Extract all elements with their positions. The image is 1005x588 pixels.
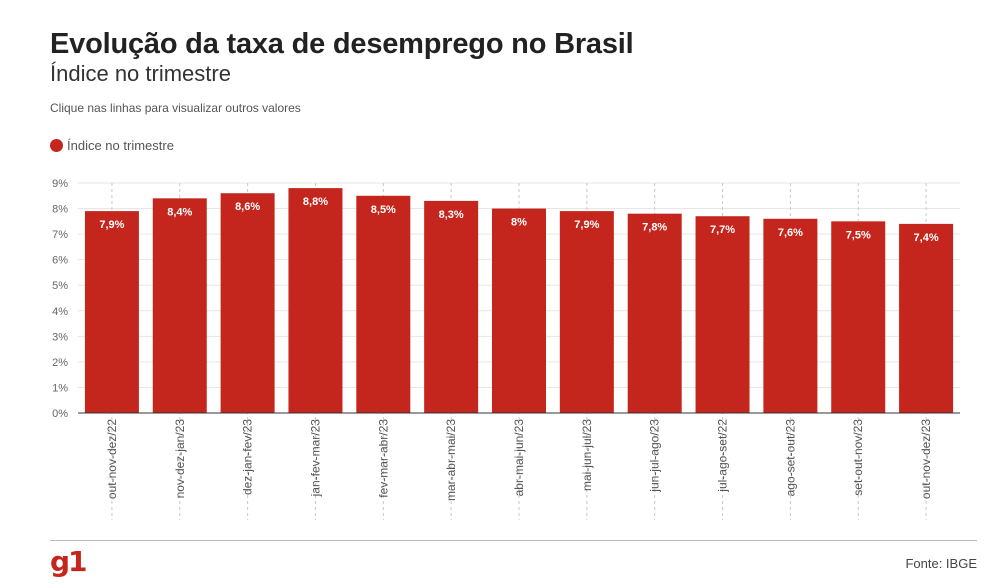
x-tick-label: ago-set-out/23 (783, 419, 797, 497)
bar[interactable] (559, 211, 614, 413)
legend-marker (50, 139, 63, 152)
bar[interactable] (763, 218, 818, 413)
bar[interactable] (831, 221, 886, 413)
x-tick-label: jan-fev-mar/23 (308, 419, 322, 498)
x-tick-label: abr-mai-jun/23 (512, 419, 526, 497)
bar-value-label: 7,7% (710, 224, 735, 236)
y-tick-label: 9% (52, 178, 68, 190)
bar-value-label: 7,9% (99, 219, 124, 231)
bar[interactable] (424, 200, 479, 413)
legend-label: Índice no trimestre (67, 138, 174, 153)
x-tick-label: nov-dez-jan/23 (173, 419, 187, 499)
bar-value-label: 7,6% (778, 227, 803, 239)
bar[interactable] (288, 188, 343, 413)
bar-value-label: 7,4% (914, 232, 939, 244)
g1-logo: g1 (50, 545, 88, 578)
bar-value-label: 8,8% (303, 196, 328, 208)
x-tick-label: jun-jul-ago/23 (648, 419, 662, 493)
y-tick-label: 0% (52, 408, 68, 420)
y-tick-label: 4% (52, 306, 68, 318)
x-tick-label: jul-ago-set/22 (716, 419, 730, 493)
bar-value-label: 8,3% (439, 209, 464, 221)
bar-value-label: 8,6% (235, 201, 260, 213)
y-tick-label: 8% (52, 204, 68, 216)
x-tick-label: mar-abr-mai/23 (444, 419, 458, 501)
chart-title: Evolução da taxa de desemprego no Brasil (50, 28, 634, 60)
bar[interactable] (627, 213, 682, 413)
bar[interactable] (899, 223, 954, 413)
bar-value-label: 7,8% (642, 222, 667, 234)
footer-divider (50, 540, 977, 541)
bar-value-label: 8,5% (371, 204, 396, 216)
bar-value-label: 7,5% (846, 229, 871, 241)
x-tick-label: dez-jan-fev/23 (241, 419, 255, 495)
bar[interactable] (356, 195, 411, 413)
legend[interactable]: Índice no trimestre (50, 138, 174, 153)
x-tick-label: out-nov-dez/23 (919, 419, 933, 499)
x-tick-label: fev-mar-abr/23 (376, 419, 390, 498)
chart-hint: Clique nas linhas para visualizar outros… (50, 101, 301, 115)
x-tick-label: out-nov-dez/22 (105, 419, 119, 499)
x-tick-label: mai-jun-jul/23 (580, 419, 594, 491)
bar[interactable] (152, 198, 207, 413)
y-tick-label: 6% (52, 255, 68, 267)
y-tick-label: 5% (52, 280, 68, 292)
bar-value-label: 7,9% (574, 219, 599, 231)
source-label: Fonte: IBGE (905, 556, 977, 571)
bar-value-label: 8% (511, 217, 527, 229)
y-tick-label: 7% (52, 229, 68, 241)
y-tick-label: 2% (52, 357, 68, 369)
bar[interactable] (220, 193, 275, 413)
bar-value-label: 8,4% (167, 206, 192, 218)
bar[interactable] (84, 211, 139, 413)
chart-subtitle: Índice no trimestre (50, 61, 231, 86)
bar[interactable] (492, 208, 546, 413)
bar[interactable] (695, 216, 750, 413)
y-tick-label: 1% (52, 382, 68, 394)
bar-chart[interactable]: 0% 1% 2% 3% 4% 5% 6% 7% 8% 9% 7,9% out-nov-dez/22 8,… (0, 0, 1005, 540)
x-tick-label: set-out-nov/23 (851, 419, 865, 496)
y-tick-label: 3% (52, 331, 68, 343)
